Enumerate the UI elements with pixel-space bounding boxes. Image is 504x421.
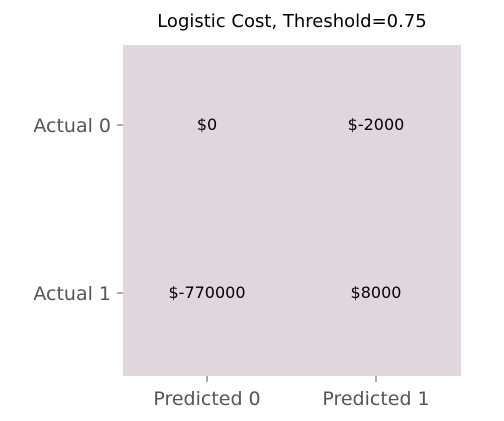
chart-title: Logistic Cost, Threshold=0.75 (157, 11, 427, 32)
y-tick-label-actual-1: Actual 1 (33, 283, 111, 305)
x-axis-ticks: Predicted 0 Predicted 1 (153, 376, 430, 410)
x-tick-label-predicted-1: Predicted 1 (322, 388, 429, 410)
cell-actual1-predicted1: $8000 (351, 283, 402, 302)
cell-actual0-predicted0: $0 (197, 115, 217, 134)
cell-actual1-predicted0: $-770000 (168, 283, 245, 302)
x-tick-label-predicted-0: Predicted 0 (153, 388, 260, 410)
plot-area (123, 45, 461, 376)
y-tick-label-actual-0: Actual 0 (33, 115, 111, 137)
y-axis-ticks: Actual 0 Actual 1 (33, 115, 123, 305)
cell-actual0-predicted1: $-2000 (348, 115, 405, 134)
cell-labels: $0 $-2000 $-770000 $8000 (168, 115, 404, 302)
